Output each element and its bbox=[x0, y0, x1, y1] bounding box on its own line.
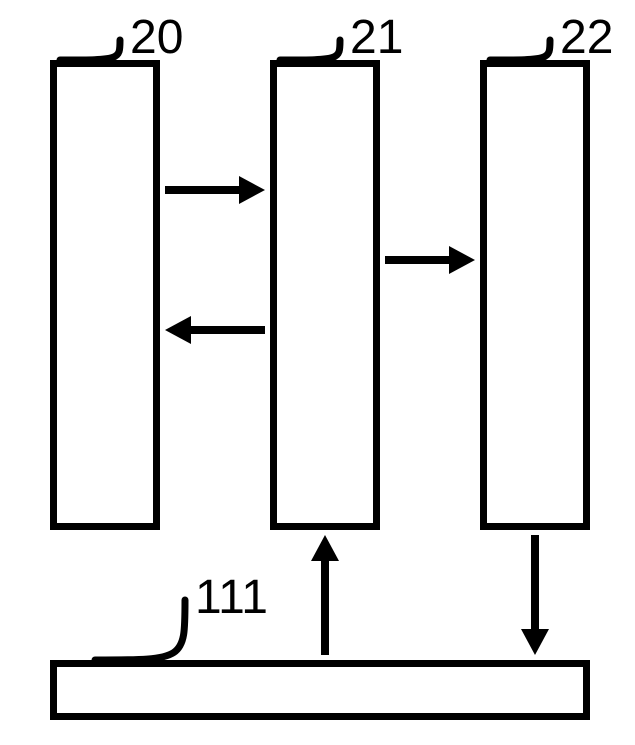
box-111 bbox=[50, 660, 590, 720]
box-20 bbox=[50, 60, 160, 530]
label-20: 20 bbox=[130, 10, 183, 65]
label-22: 22 bbox=[560, 10, 613, 65]
box-21 bbox=[270, 60, 380, 530]
box-22 bbox=[480, 60, 590, 530]
label-21: 21 bbox=[350, 10, 403, 65]
label-111: 111 bbox=[195, 570, 268, 625]
diagram-canvas: 20 21 22 111 bbox=[0, 0, 635, 745]
